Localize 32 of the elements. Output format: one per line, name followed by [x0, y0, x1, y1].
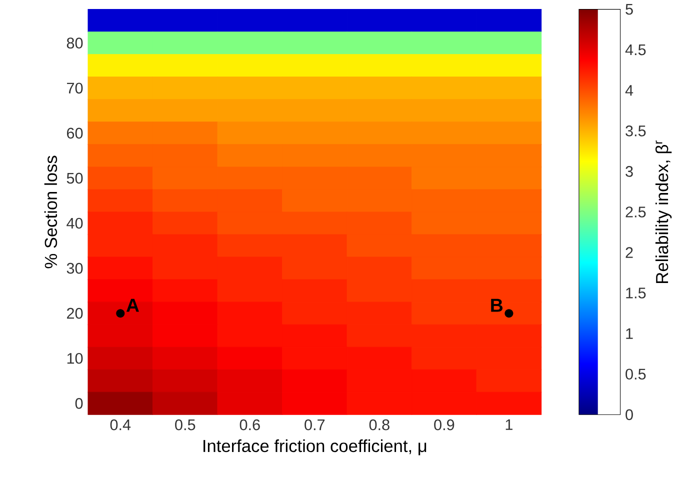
annotation: A: [126, 298, 139, 312]
y-tick-label: 30: [66, 262, 83, 274]
x-tick-label: 0.7: [304, 419, 325, 430]
x-tick-label: 0.9: [434, 419, 454, 430]
y-tick-label: 0: [75, 398, 83, 409]
y-tick-label: 50: [66, 172, 83, 184]
y-tick-label: 70: [67, 82, 83, 94]
x-tick-label: 0.8: [369, 419, 390, 430]
x-tick-label: 0.4: [110, 419, 131, 430]
color-bar-label: 5: [626, 4, 633, 15]
color-bar-label: 1: [626, 328, 633, 339]
x-tick-label: 0.6: [240, 419, 260, 430]
color-bar-label: 2: [626, 247, 633, 258]
x-tick-label: 0.5: [175, 419, 196, 430]
color-bar-label: 0.5: [626, 368, 646, 380]
y-tick-label: 20: [67, 308, 83, 319]
x-axis-title: Interface friction coefficient, μ: [204, 439, 426, 456]
y-tick-label: 10: [67, 352, 83, 364]
color-bar-label: 3: [626, 166, 633, 177]
color-bar-label: 4: [625, 85, 634, 96]
y-axis-title: % Section loss: [44, 156, 58, 268]
color-bar-label: 2.5: [626, 206, 646, 218]
color-bar-label: 1.5: [626, 288, 646, 298]
color-bar-title: Reliability index, β$^{r}$: [655, 140, 672, 283]
x-tick-label: 1: [506, 419, 512, 430]
annotation: B: [491, 298, 502, 312]
color-bar-label: 0: [626, 409, 633, 420]
y-tick-label: 60: [67, 128, 83, 139]
y-tick-label: 40: [66, 218, 83, 229]
color-bar-label: 4.5: [625, 44, 646, 56]
color-bar-label: 3.5: [626, 126, 646, 136]
y-tick-label: 80: [66, 38, 83, 49]
